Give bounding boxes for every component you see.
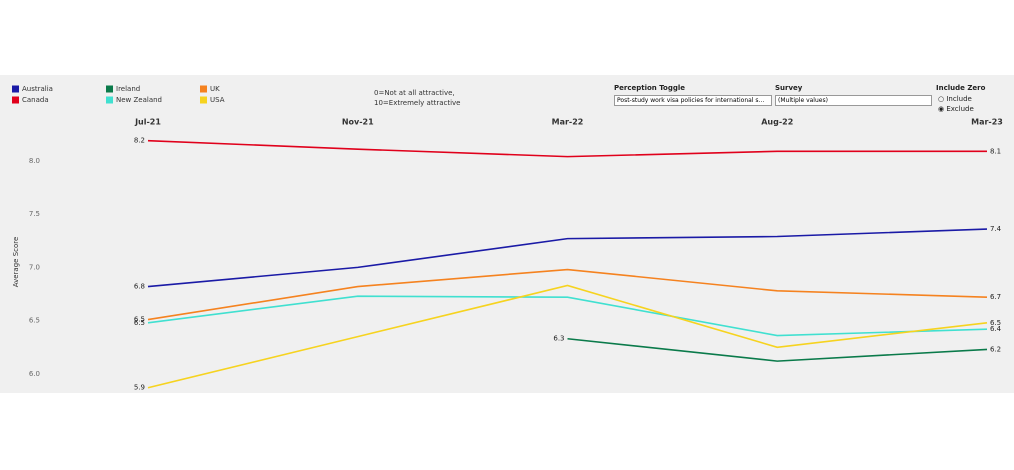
data-label: 6.4 bbox=[990, 325, 1002, 333]
x-tick-label: Aug-22 bbox=[761, 118, 793, 127]
legend-swatch bbox=[106, 85, 113, 93]
legend-label: Canada bbox=[22, 96, 49, 104]
legend-label: Ireland bbox=[116, 85, 140, 93]
legend-swatch bbox=[12, 96, 19, 104]
radio-label: Include bbox=[946, 95, 972, 103]
x-tick-label: Mar-22 bbox=[552, 118, 584, 127]
data-label: 8.1 bbox=[990, 147, 1001, 155]
data-label: 8.2 bbox=[134, 137, 145, 145]
x-tick-label: Jul-21 bbox=[134, 118, 161, 127]
dropdown[interactable]: (Multiple values) bbox=[775, 95, 932, 106]
y-tick-label: 6.0 bbox=[29, 370, 40, 378]
series-line bbox=[147, 268, 988, 321]
data-label: 6.5 bbox=[134, 316, 145, 324]
data-label: 7.4 bbox=[990, 225, 1002, 233]
legend-label: UK bbox=[210, 85, 220, 93]
y-tick-label: 7.0 bbox=[29, 263, 40, 271]
legend-swatch bbox=[106, 96, 113, 104]
dropdown[interactable]: Post-study work visa policies for intern… bbox=[614, 95, 772, 106]
control-label: Survey bbox=[775, 84, 803, 92]
radio[interactable]: ○ Include bbox=[938, 95, 972, 103]
data-label: 6.7 bbox=[990, 293, 1001, 301]
legend-swatch bbox=[200, 85, 207, 93]
control-label: Include Zero bbox=[936, 84, 986, 92]
radio[interactable]: ◉ Exclude bbox=[938, 105, 974, 113]
legend-label: Australia bbox=[22, 85, 53, 93]
y-tick-label: 8.0 bbox=[29, 157, 40, 165]
y-axis-label: Average Score bbox=[12, 237, 20, 288]
series-line bbox=[567, 337, 988, 362]
series-line bbox=[147, 139, 987, 158]
data-label: 6.8 bbox=[134, 283, 145, 291]
data-label: 6.5 bbox=[990, 319, 1001, 327]
series-line bbox=[147, 228, 988, 288]
data-label: 5.9 bbox=[134, 384, 145, 392]
series-line bbox=[147, 284, 988, 389]
annotation: 10=Extremely attractive bbox=[374, 99, 461, 107]
legend-label: New Zealand bbox=[116, 96, 162, 104]
data-label: 6.3 bbox=[553, 335, 564, 343]
x-tick-label: Nov-21 bbox=[342, 118, 374, 127]
legend-label: USA bbox=[210, 96, 225, 104]
y-tick-label: 7.5 bbox=[29, 210, 40, 218]
annotation: 0=Not at all attractive, bbox=[374, 89, 455, 97]
radio-label: Exclude bbox=[946, 105, 974, 113]
x-tick-label: Mar-23 bbox=[971, 118, 1003, 127]
series-line bbox=[147, 295, 988, 337]
legend-swatch bbox=[12, 85, 19, 93]
data-label: 6.5 bbox=[134, 319, 145, 327]
y-tick-label: 6.5 bbox=[29, 317, 40, 325]
data-label: 6.2 bbox=[990, 345, 1001, 353]
legend-swatch bbox=[200, 96, 207, 104]
control-label: Perception Toggle bbox=[614, 84, 686, 92]
